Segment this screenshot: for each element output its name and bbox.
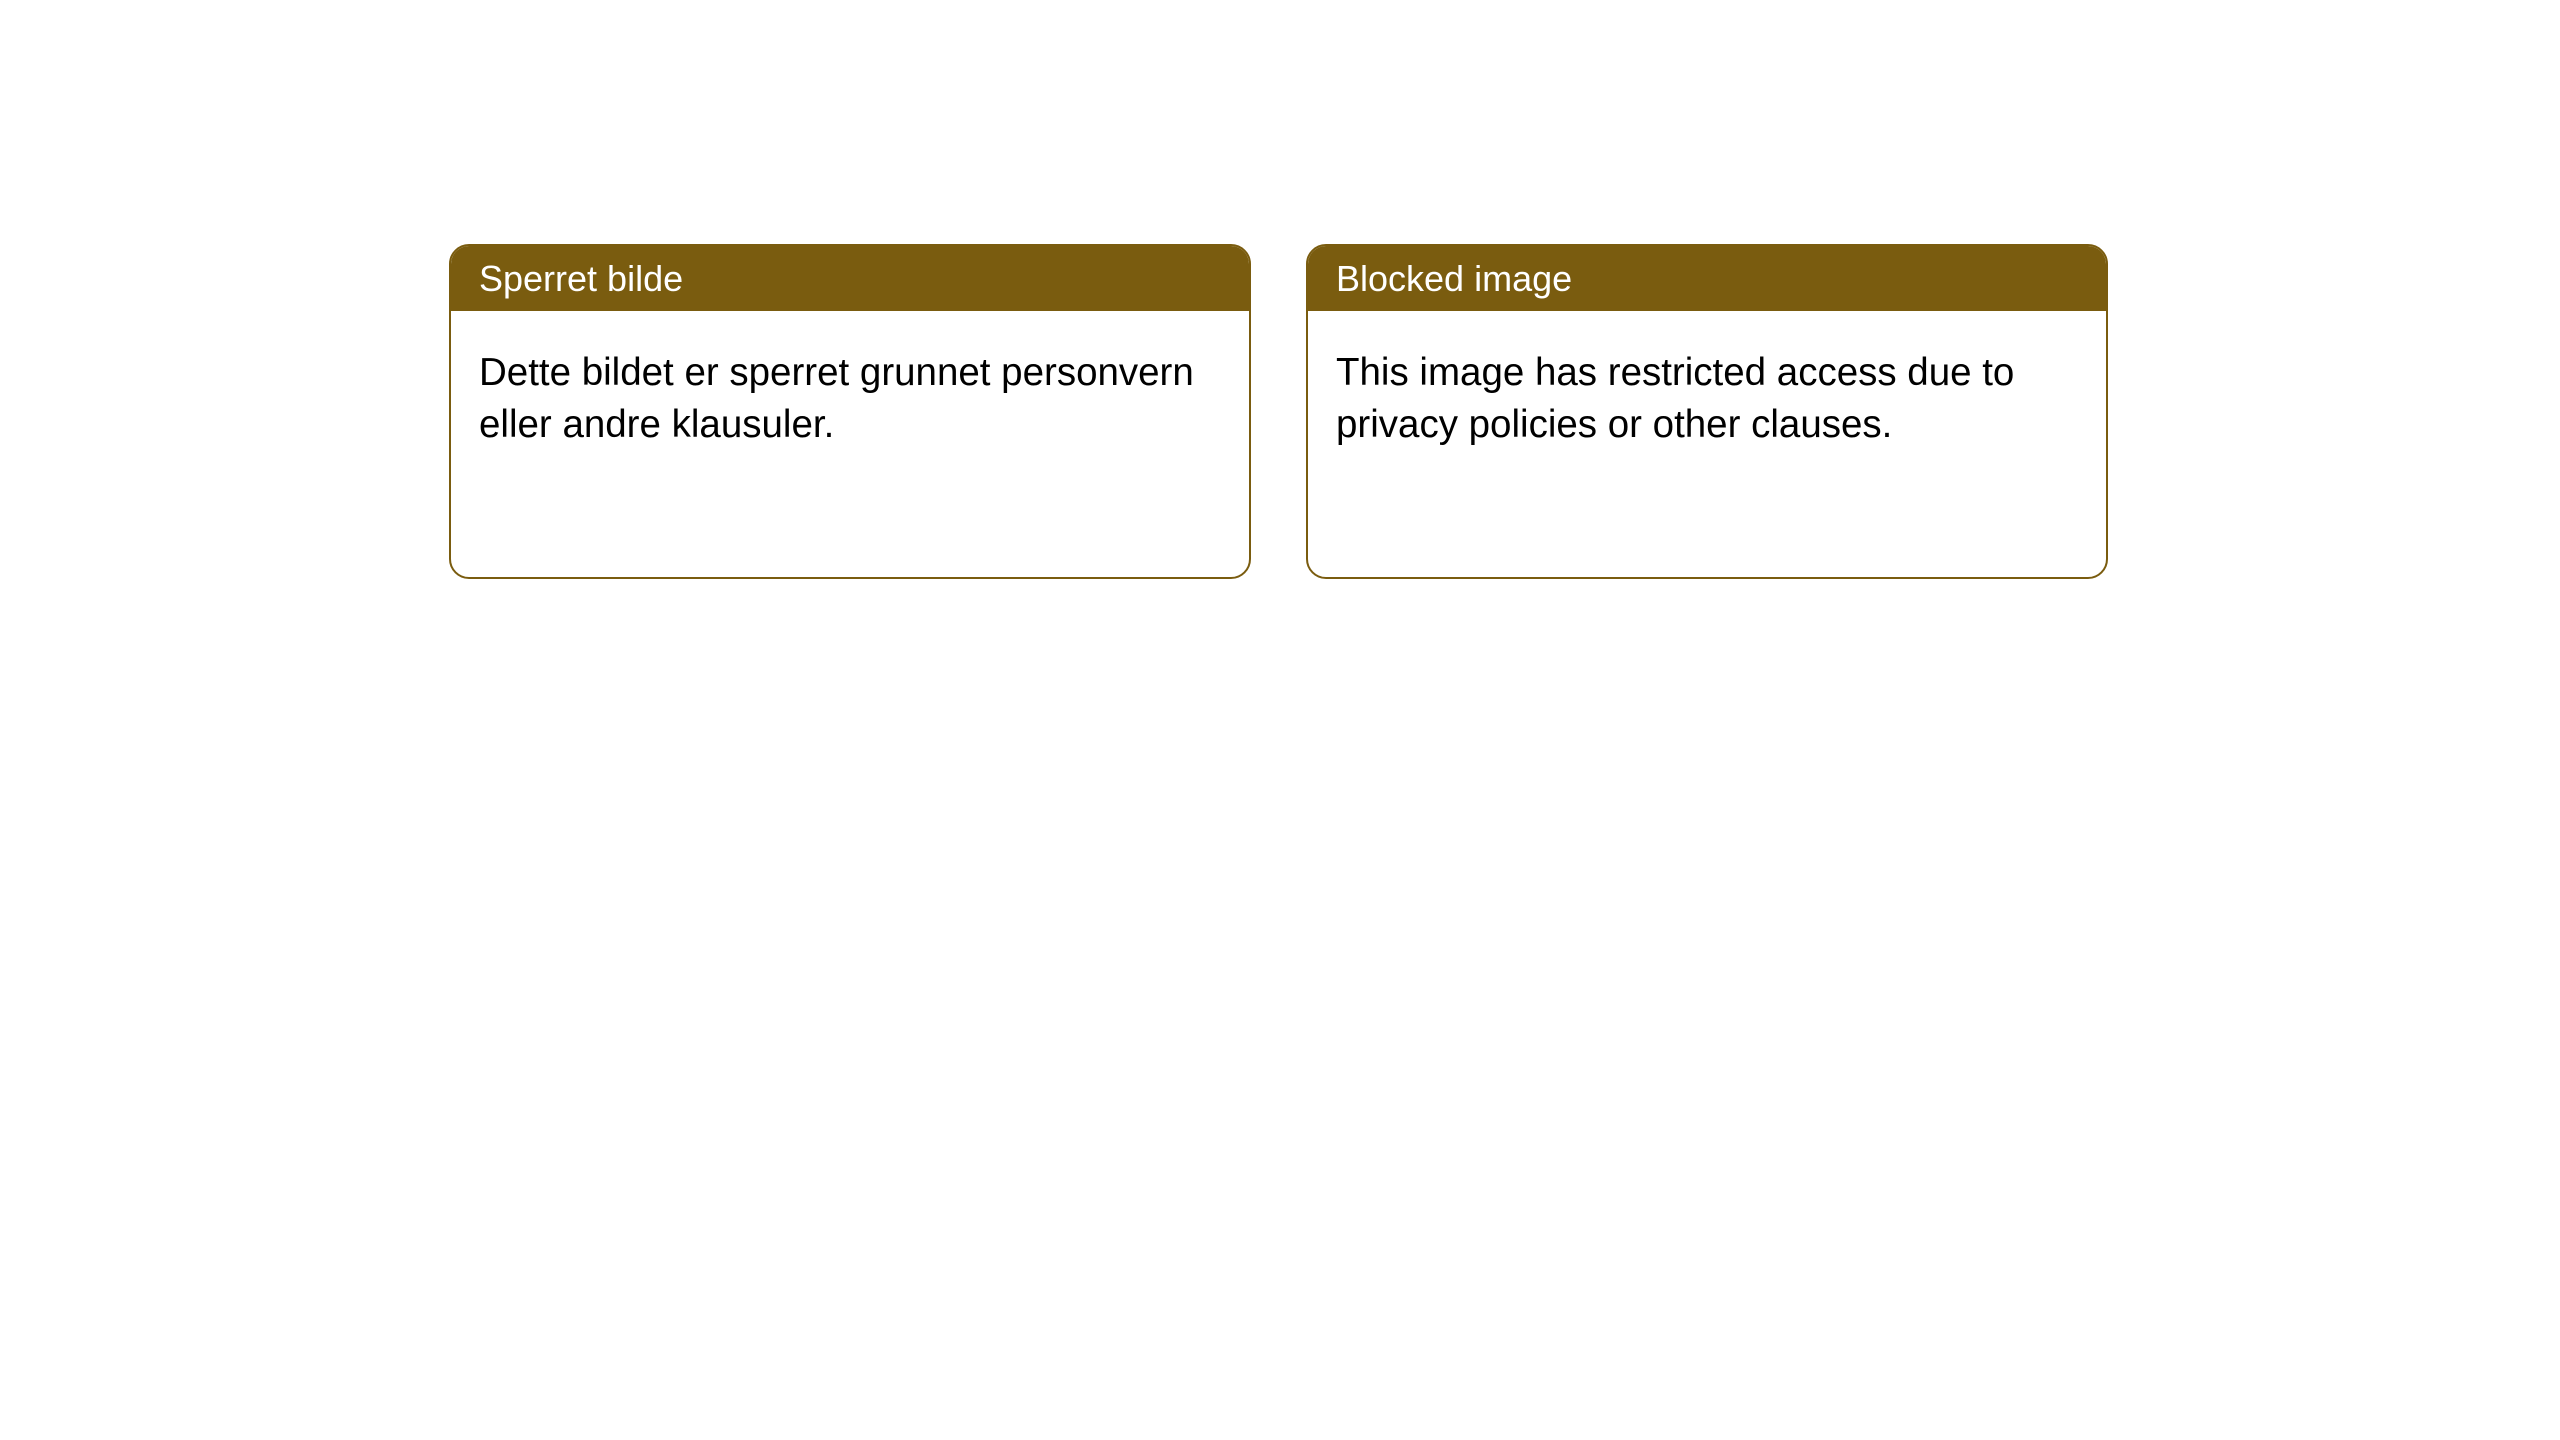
notice-header-no: Sperret bilde (451, 246, 1249, 311)
notice-title-no: Sperret bilde (479, 258, 683, 299)
notice-body-en: This image has restricted access due to … (1308, 311, 2106, 479)
notice-body-text-en: This image has restricted access due to … (1336, 351, 2014, 446)
notice-body-text-no: Dette bildet er sperret grunnet personve… (479, 351, 1194, 446)
notice-title-en: Blocked image (1336, 258, 1572, 299)
notice-card-no: Sperret bilde Dette bildet er sperret gr… (449, 244, 1251, 579)
notice-body-no: Dette bildet er sperret grunnet personve… (451, 311, 1249, 479)
notice-card-en: Blocked image This image has restricted … (1306, 244, 2108, 579)
notice-header-en: Blocked image (1308, 246, 2106, 311)
notice-container: Sperret bilde Dette bildet er sperret gr… (449, 244, 2560, 579)
